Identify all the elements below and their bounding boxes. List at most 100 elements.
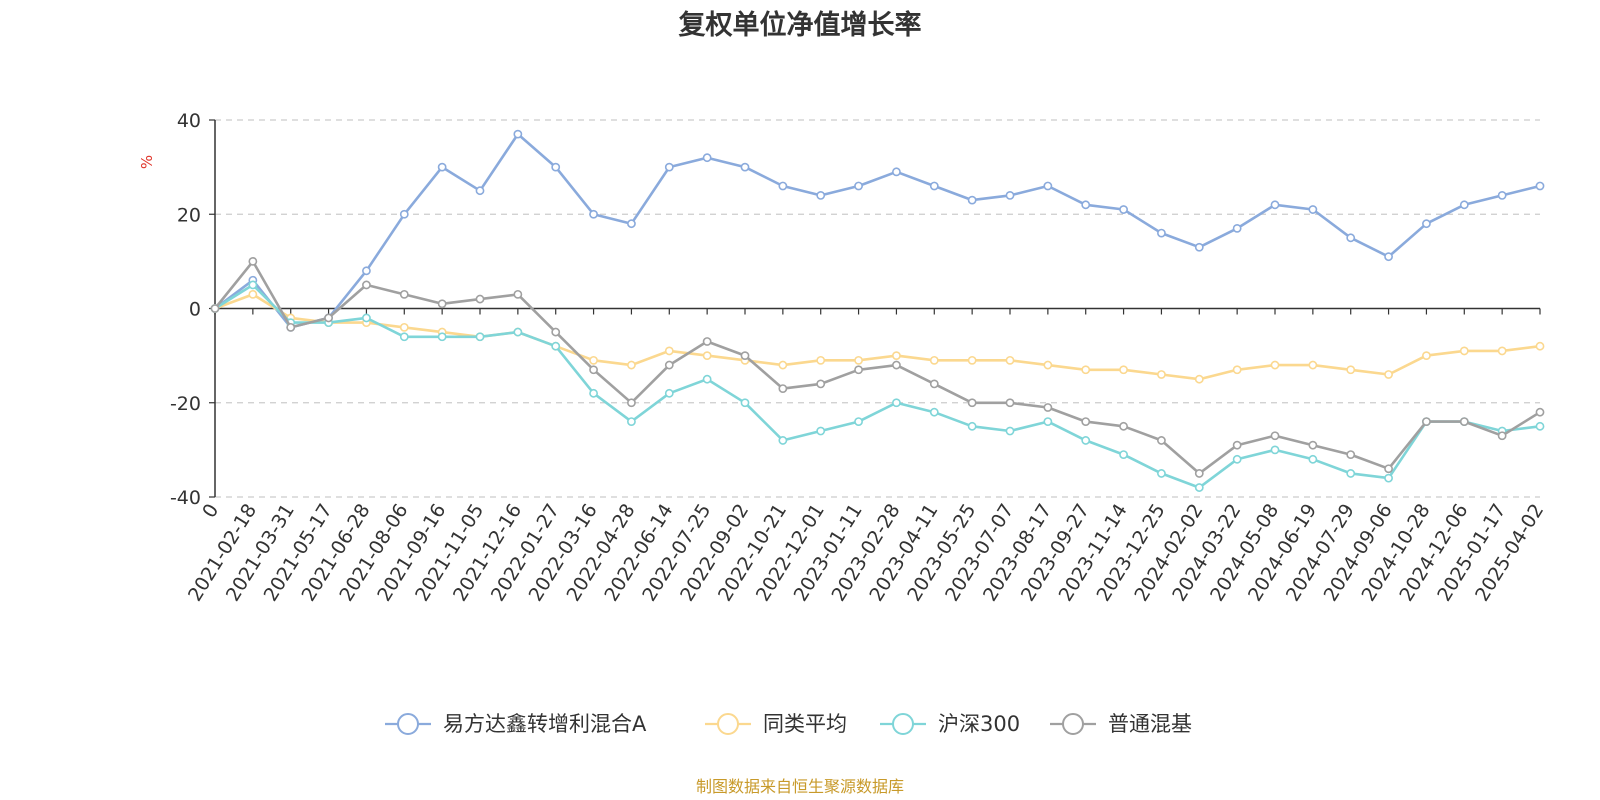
legend-item[interactable]: 同类平均 <box>705 712 847 736</box>
series-line <box>213 260 1541 475</box>
legend-label: 普通混基 <box>1108 712 1192 736</box>
data-point <box>1459 346 1469 356</box>
data-point <box>1119 205 1128 214</box>
data-point <box>437 162 447 172</box>
data-point <box>1422 219 1431 229</box>
y-tick-label: 0 <box>189 299 201 321</box>
legend-circle-icon <box>397 713 419 735</box>
data-point <box>1043 403 1053 412</box>
data-point <box>664 346 674 356</box>
legend-item[interactable]: 普通混基 <box>1050 712 1192 736</box>
data-point <box>929 181 939 191</box>
series-3 <box>210 256 1545 478</box>
legend-item[interactable]: 沪深300 <box>880 712 1020 736</box>
data-point <box>854 417 863 426</box>
data-point <box>967 398 977 408</box>
data-point <box>1194 242 1204 252</box>
data-point <box>702 374 712 384</box>
data-point <box>362 266 371 276</box>
data-point <box>854 181 863 191</box>
data-point <box>892 351 901 361</box>
data-point <box>1497 431 1507 441</box>
data-point <box>929 355 939 365</box>
data-point <box>1157 469 1166 478</box>
data-point <box>702 337 712 346</box>
data-point <box>513 327 523 337</box>
x-tick-label: 0 <box>198 500 223 522</box>
data-point <box>1497 346 1507 356</box>
data-point <box>589 209 598 219</box>
data-point <box>399 322 409 332</box>
data-source-note: 制图数据来自恒生聚源数据库 <box>696 777 904 796</box>
data-point <box>1270 445 1280 455</box>
data-point <box>1422 417 1431 426</box>
legend-label: 同类平均 <box>763 712 847 736</box>
data-point <box>399 209 409 219</box>
data-point <box>362 313 371 323</box>
data-point <box>248 256 258 266</box>
data-point <box>854 365 863 375</box>
data-point <box>1346 233 1356 243</box>
data-point <box>248 289 258 299</box>
data-point <box>1308 454 1318 464</box>
data-point <box>1043 360 1053 370</box>
data-point <box>589 388 598 398</box>
data-point <box>627 398 636 408</box>
data-point <box>1232 365 1242 375</box>
data-point <box>664 360 674 370</box>
data-point <box>1157 370 1166 379</box>
data-point <box>929 379 939 389</box>
data-point <box>551 341 561 351</box>
data-point <box>1459 200 1469 210</box>
data-point <box>437 332 447 342</box>
data-point <box>1497 190 1507 200</box>
series-line <box>214 293 1541 381</box>
data-point <box>324 313 333 323</box>
data-point <box>1422 351 1431 361</box>
series-group <box>210 129 1545 492</box>
y-axis-unit: % <box>138 155 156 169</box>
data-point <box>627 219 636 229</box>
data-point <box>1308 440 1318 450</box>
data-point <box>967 421 977 431</box>
data-point <box>475 186 485 196</box>
data-point <box>1232 223 1242 233</box>
data-point <box>1081 436 1091 445</box>
data-point <box>702 153 712 163</box>
data-point <box>1005 398 1015 408</box>
data-point <box>627 360 636 370</box>
data-point <box>1005 190 1015 200</box>
data-point <box>1043 417 1053 426</box>
data-point <box>1081 365 1091 375</box>
legend-circle-icon <box>717 713 739 735</box>
data-point <box>816 355 826 365</box>
data-point <box>1346 469 1356 478</box>
data-point <box>778 436 788 445</box>
data-point <box>551 327 561 337</box>
data-point <box>286 322 296 332</box>
data-point <box>929 407 939 417</box>
data-point <box>589 365 598 375</box>
data-point <box>475 294 485 304</box>
legend[interactable]: 易方达鑫转增利混合A 同类平均 沪深300 普通混基 <box>385 712 1192 736</box>
data-point <box>1194 483 1204 492</box>
data-point <box>1157 436 1166 445</box>
data-point <box>967 355 977 365</box>
data-point <box>1005 426 1015 436</box>
legend-item[interactable]: 易方达鑫转增利混合A <box>385 712 647 736</box>
data-point <box>1270 360 1280 370</box>
data-point <box>1119 421 1128 431</box>
data-point <box>248 280 258 290</box>
data-point <box>399 332 409 342</box>
data-point <box>1270 200 1280 210</box>
data-point <box>399 289 409 299</box>
data-point <box>1232 440 1242 450</box>
data-point <box>892 167 901 177</box>
data-point <box>1459 417 1469 426</box>
data-point <box>1535 407 1545 417</box>
data-point <box>1043 181 1053 191</box>
legend-label: 沪深300 <box>938 712 1020 736</box>
data-point <box>1384 370 1393 379</box>
data-point <box>1535 421 1545 431</box>
